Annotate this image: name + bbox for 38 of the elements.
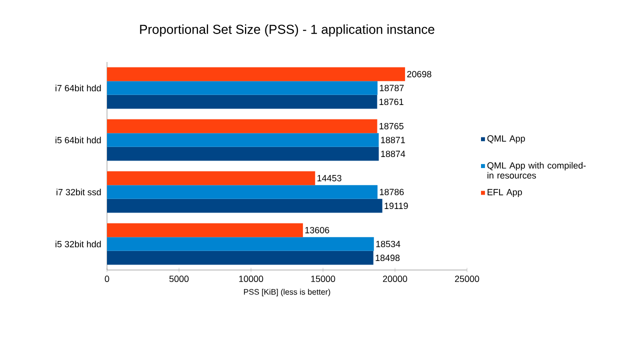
x-tick-label: 10000 (239, 276, 264, 282)
bar (107, 250, 374, 265)
x-tick-label: 15000 (311, 276, 336, 282)
x-tick-label: 20000 (382, 276, 408, 282)
bar (107, 171, 316, 186)
bar (107, 67, 406, 82)
data-label: 18871 (381, 136, 405, 144)
legend-label: EFL App (488, 189, 522, 198)
bar (107, 237, 374, 251)
data-label: 20698 (407, 70, 432, 78)
data-label: 18534 (376, 240, 400, 248)
x-tick-label: 5000 (169, 276, 189, 282)
legend-label: QML App (487, 135, 525, 144)
x-tick-label: 0 (104, 276, 110, 282)
bar (107, 133, 379, 147)
bar (107, 223, 303, 238)
data-label: 18786 (380, 188, 404, 196)
y-tick-label: i5 64bit hdd (56, 136, 101, 144)
legend-label: QML App with compiled-in resources (487, 162, 586, 179)
data-label: 13606 (305, 226, 330, 234)
data-label: 19119 (384, 202, 408, 210)
y-tick-label: i7 32bit ssd (56, 188, 101, 196)
x-tick-label: 25000 (454, 276, 480, 282)
bar (107, 81, 378, 95)
data-label: 14453 (318, 174, 342, 182)
chart-title: Proportional Set Size (PSS) - 1 application instance (140, 24, 434, 36)
y-tick-label: i5 32bit hdd (56, 240, 101, 248)
bar (107, 198, 382, 213)
data-label: 18498 (376, 254, 400, 262)
bar (107, 185, 378, 199)
bar (107, 94, 378, 109)
data-label: 18787 (380, 84, 404, 92)
data-label: 18765 (380, 122, 404, 130)
bar (107, 146, 379, 161)
data-label: 18874 (381, 150, 406, 158)
bar (107, 119, 378, 134)
y-tick-label: i7 64bit hdd (56, 84, 101, 92)
data-label: 18761 (380, 98, 404, 106)
